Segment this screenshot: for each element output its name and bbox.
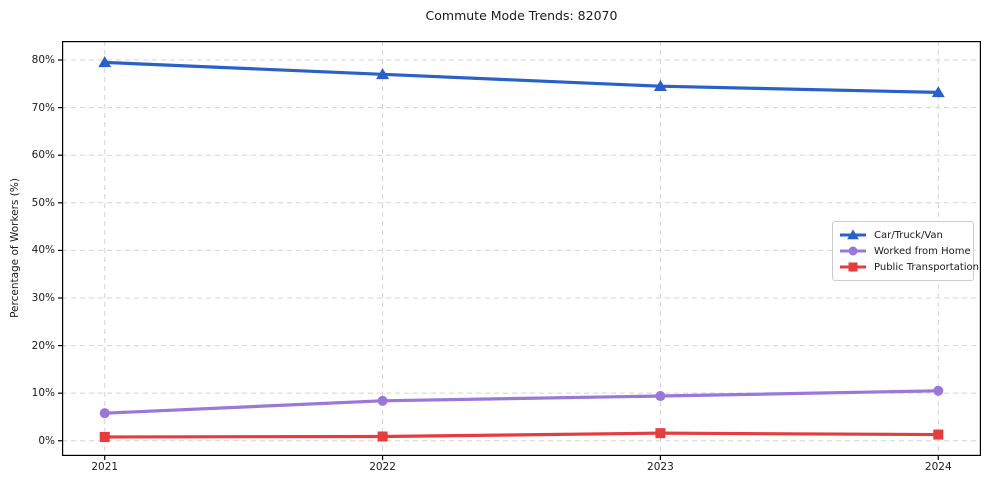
square-marker-icon <box>848 262 858 272</box>
y-tick-label: 70% <box>31 101 55 114</box>
y-tick-label: 10% <box>31 387 55 400</box>
circle-marker-icon <box>655 391 666 402</box>
square-marker-icon <box>99 431 110 442</box>
y-tick-label: 50% <box>31 196 55 209</box>
square-marker-icon <box>655 428 666 439</box>
y-tick-label: 80% <box>31 54 55 67</box>
x-tick-label: 2021 <box>91 461 119 473</box>
y-tick-label: 40% <box>31 244 55 257</box>
plot-frame <box>62 41 981 456</box>
circle-marker-icon <box>99 408 110 419</box>
legend-item: Worked from Home <box>839 243 971 259</box>
legend-label: Worked from Home <box>874 245 971 257</box>
triangle-marker-icon <box>98 56 112 68</box>
plot-area <box>58 41 981 460</box>
circle-marker-icon <box>848 246 858 256</box>
y-tick-label: 30% <box>31 291 55 304</box>
legend-sample-triangle-icon <box>840 229 866 240</box>
circle-marker-icon <box>377 395 388 406</box>
triangle-marker-icon <box>847 229 859 240</box>
x-tick-label: 2023 <box>647 461 674 473</box>
legend-label: Public Transportation <box>874 261 979 273</box>
triangle-marker-icon <box>931 86 945 98</box>
x-tick-label: 2022 <box>369 461 396 473</box>
x-tick-label: 2024 <box>924 461 952 473</box>
square-marker-icon <box>933 429 944 440</box>
triangle-marker-icon <box>653 79 667 91</box>
circle-marker-icon <box>933 385 944 396</box>
series-line <box>104 389 939 415</box>
y-tick-label: 20% <box>31 339 55 352</box>
line-chart-canvas <box>58 41 981 460</box>
legend: Car/Truck/Van Worked from Home Public Tr… <box>832 221 979 281</box>
legend-sample-square-icon <box>840 262 866 272</box>
legend-item: Public Transportation <box>839 259 979 275</box>
triangle-marker-icon <box>376 68 390 80</box>
y-tick-label: 0% <box>38 434 55 447</box>
y-tick-label: 60% <box>31 149 55 162</box>
legend-sample-circle-icon <box>840 246 866 256</box>
square-marker-icon <box>377 431 388 442</box>
series-line <box>104 60 939 94</box>
series-line <box>104 431 939 439</box>
legend-item: Car/Truck/Van <box>839 227 967 243</box>
chart-title: Commute Mode Trends: 82070 <box>425 8 618 23</box>
legend-label: Car/Truck/Van <box>874 229 943 241</box>
